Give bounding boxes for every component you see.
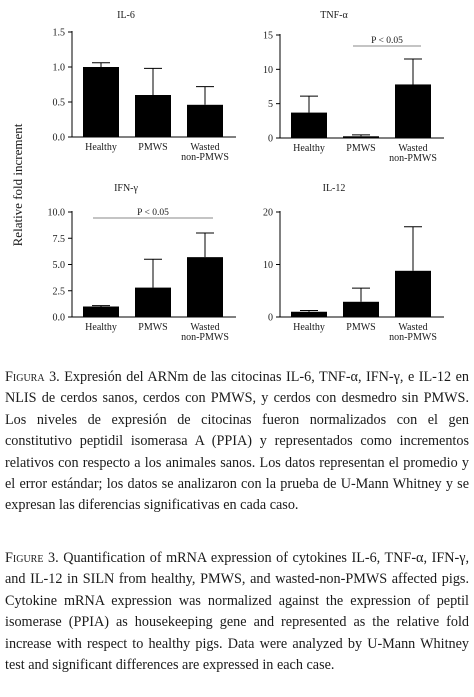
y-tick-label: 20	[263, 208, 273, 219]
bar	[83, 306, 119, 317]
panel-title: IL-12	[323, 183, 346, 194]
caption-english-label: Figure 3.	[5, 550, 59, 566]
x-tick-label: Wasted	[190, 142, 219, 153]
bar	[135, 95, 171, 137]
x-tick-label: non-PMWS	[389, 153, 437, 164]
x-tick-label: non-PMWS	[181, 152, 229, 163]
bar	[395, 84, 431, 138]
bar	[187, 257, 223, 317]
x-tick-label: Wasted	[398, 322, 427, 333]
x-tick-label: PMWS	[138, 322, 167, 333]
caption-spanish-text: Expresión del ARNm de las citocinas IL-6…	[5, 369, 470, 514]
panel-3: IFN-γ 0.0 2.5 5.0 7.5 10.0 Healthy PMWS Wastedno…	[48, 183, 236, 343]
y-tick-label: 10.0	[48, 208, 66, 219]
x-tick-label: Healthy	[85, 322, 117, 333]
y-tick-label: 0	[268, 313, 273, 324]
y-tick-label: 10	[263, 65, 273, 76]
y-tick-label: 15	[263, 31, 273, 42]
y-tick-label: 5.0	[53, 260, 66, 271]
panel-title: IL-6	[117, 10, 135, 21]
y-axis-label: Relative fold increment	[10, 123, 25, 246]
y-tick-label: 0.0	[53, 133, 66, 144]
y-tick-label: 0.0	[53, 313, 66, 324]
x-tick-label: Wasted	[398, 143, 427, 154]
caption-spanish: Figura 3. Expresión del ARNm de las cito…	[5, 367, 469, 517]
bar	[291, 112, 327, 138]
y-tick-label: 10	[263, 260, 273, 271]
panel-1: IL-6 0.0 0.5 1.0 1.5 Healthy PMWS Wastednon-PMW…	[53, 10, 236, 163]
panel-title: IFN-γ	[114, 183, 138, 194]
x-tick-label: non-PMWS	[181, 332, 229, 343]
y-tick-label: 1.0	[53, 63, 66, 74]
y-tick-label: 1.5	[53, 28, 66, 39]
x-tick-label: Wasted	[190, 322, 219, 333]
bar	[135, 287, 171, 317]
x-tick-label: PMWS	[346, 143, 375, 154]
x-tick-label: non-PMWS	[389, 332, 437, 343]
panel-title: TNF-α	[320, 10, 348, 21]
caption-spanish-label: Figura 3.	[5, 369, 60, 385]
caption-english: Figure 3. Quantification of mRNA express…	[5, 548, 469, 676]
x-tick-label: Healthy	[293, 322, 325, 333]
y-tick-label: 2.5	[53, 286, 66, 297]
bar	[343, 301, 379, 317]
y-tick-label: 7.5	[53, 234, 66, 245]
caption-english-text: Quantification of mRNA expression of cyt…	[5, 550, 470, 674]
y-tick-label: 5	[268, 99, 273, 110]
bar	[83, 67, 119, 137]
significance-label: P < 0.05	[371, 36, 403, 46]
y-tick-label: 0.5	[53, 98, 66, 109]
y-tick-label: 0	[268, 134, 273, 145]
bar	[343, 136, 379, 138]
x-tick-label: PMWS	[138, 142, 167, 153]
significance-label: P < 0.05	[137, 208, 169, 218]
x-tick-label: PMWS	[346, 322, 375, 333]
bar	[291, 311, 327, 317]
cytokine-figure: Relative fold increment IL-6 0.0 0.5 1.0 1.5…	[10, 10, 444, 343]
x-tick-label: Healthy	[85, 142, 117, 153]
bar	[395, 270, 431, 317]
bar	[187, 104, 223, 137]
x-tick-label: Healthy	[293, 143, 325, 154]
